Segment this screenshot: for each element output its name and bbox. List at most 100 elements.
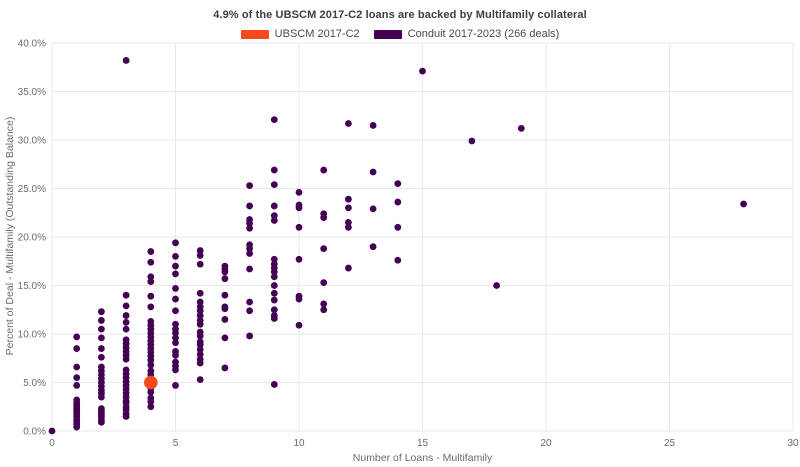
data-point[interactable] <box>221 291 229 299</box>
legend-item-conduit[interactable]: Conduit 2017-2023 (266 deals) <box>373 28 559 40</box>
data-point[interactable] <box>369 168 377 176</box>
data-point[interactable] <box>270 217 278 224</box>
data-point[interactable] <box>98 418 105 426</box>
data-point[interactable] <box>246 332 254 340</box>
data-point[interactable] <box>147 273 155 281</box>
data-point[interactable] <box>196 252 204 259</box>
data-point[interactable] <box>98 334 105 342</box>
data-point[interactable] <box>98 308 105 316</box>
data-point[interactable] <box>98 317 105 324</box>
data-point[interactable] <box>196 289 204 297</box>
data-point[interactable] <box>517 124 525 132</box>
data-point[interactable] <box>73 345 81 352</box>
data-point[interactable] <box>345 195 352 203</box>
data-point[interactable] <box>221 364 229 372</box>
data-point[interactable] <box>246 202 254 210</box>
data-point[interactable] <box>295 295 303 303</box>
data-point[interactable] <box>221 334 229 342</box>
data-point[interactable] <box>147 303 155 311</box>
data-point[interactable] <box>147 388 155 396</box>
data-point[interactable] <box>394 180 402 188</box>
data-point[interactable] <box>172 270 179 278</box>
data-point[interactable] <box>295 204 303 212</box>
data-point[interactable] <box>246 250 254 257</box>
data-point[interactable] <box>320 279 328 286</box>
data-point[interactable] <box>270 306 278 314</box>
data-point[interactable] <box>196 350 204 358</box>
data-point[interactable] <box>122 325 130 333</box>
data-point[interactable] <box>270 181 278 189</box>
data-point[interactable] <box>369 122 377 129</box>
data-point[interactable] <box>172 262 179 270</box>
data-point[interactable] <box>147 292 155 300</box>
data-point[interactable] <box>345 120 352 127</box>
data-point[interactable] <box>196 332 204 340</box>
data-point[interactable] <box>172 329 179 337</box>
data-point[interactable] <box>122 413 130 420</box>
data-point[interactable] <box>147 398 155 406</box>
data-point[interactable] <box>122 57 130 64</box>
data-point[interactable] <box>172 253 179 260</box>
data-point[interactable] <box>246 265 254 273</box>
data-point[interactable] <box>172 334 179 342</box>
data-point[interactable] <box>172 285 179 292</box>
data-point[interactable] <box>172 320 179 328</box>
data-point[interactable] <box>172 366 179 374</box>
data-point[interactable] <box>246 245 254 253</box>
data-point[interactable] <box>246 220 254 227</box>
data-point[interactable] <box>246 224 254 232</box>
data-point[interactable] <box>345 204 352 212</box>
data-point[interactable] <box>122 302 130 310</box>
data-point[interactable] <box>270 255 278 263</box>
data-point[interactable] <box>221 275 229 283</box>
data-point[interactable] <box>246 307 254 315</box>
data-point[interactable] <box>147 403 155 411</box>
data-point[interactable] <box>196 376 204 383</box>
data-point[interactable] <box>73 333 81 341</box>
data-point[interactable] <box>320 166 328 174</box>
data-point[interactable] <box>493 282 500 289</box>
data-point[interactable] <box>48 427 56 435</box>
data-point[interactable] <box>172 351 179 359</box>
data-point[interactable] <box>221 305 229 313</box>
data-point[interactable] <box>98 325 105 333</box>
data-point[interactable] <box>73 382 81 389</box>
data-point[interactable] <box>73 423 81 431</box>
data-point[interactable] <box>345 219 352 226</box>
data-point[interactable] <box>147 278 155 286</box>
data-point[interactable] <box>270 116 278 124</box>
data-point[interactable] <box>295 188 303 196</box>
data-point[interactable] <box>147 356 155 364</box>
data-point[interactable] <box>122 312 130 319</box>
data-point[interactable] <box>172 307 179 315</box>
data-point[interactable] <box>122 291 130 299</box>
data-point[interactable] <box>147 361 155 369</box>
data-point[interactable] <box>270 296 278 304</box>
data-point[interactable] <box>419 67 426 75</box>
data-point[interactable] <box>196 312 204 319</box>
data-point[interactable] <box>270 289 278 297</box>
data-point[interactable] <box>345 223 352 231</box>
data-point[interactable] <box>270 273 278 281</box>
data-point[interactable] <box>394 256 402 264</box>
data-point[interactable] <box>196 298 204 306</box>
data-point[interactable] <box>196 260 204 268</box>
data-point[interactable] <box>270 315 278 322</box>
data-point[interactable] <box>196 346 204 353</box>
data-point[interactable] <box>369 243 377 251</box>
data-point[interactable] <box>320 214 328 222</box>
data-point[interactable] <box>246 182 254 189</box>
data-point[interactable] <box>295 223 303 231</box>
data-point[interactable] <box>73 374 81 382</box>
data-point[interactable] <box>98 345 105 352</box>
data-point[interactable] <box>270 268 278 276</box>
legend-item-ubscm[interactable]: UBSCM 2017-C2 <box>240 28 360 40</box>
data-point[interactable] <box>295 255 303 263</box>
data-point[interactable] <box>122 355 130 363</box>
data-point[interactable] <box>369 205 377 213</box>
data-point[interactable] <box>320 306 328 314</box>
data-point[interactable] <box>172 295 179 303</box>
data-point[interactable] <box>221 316 229 323</box>
data-point[interactable] <box>196 307 204 315</box>
